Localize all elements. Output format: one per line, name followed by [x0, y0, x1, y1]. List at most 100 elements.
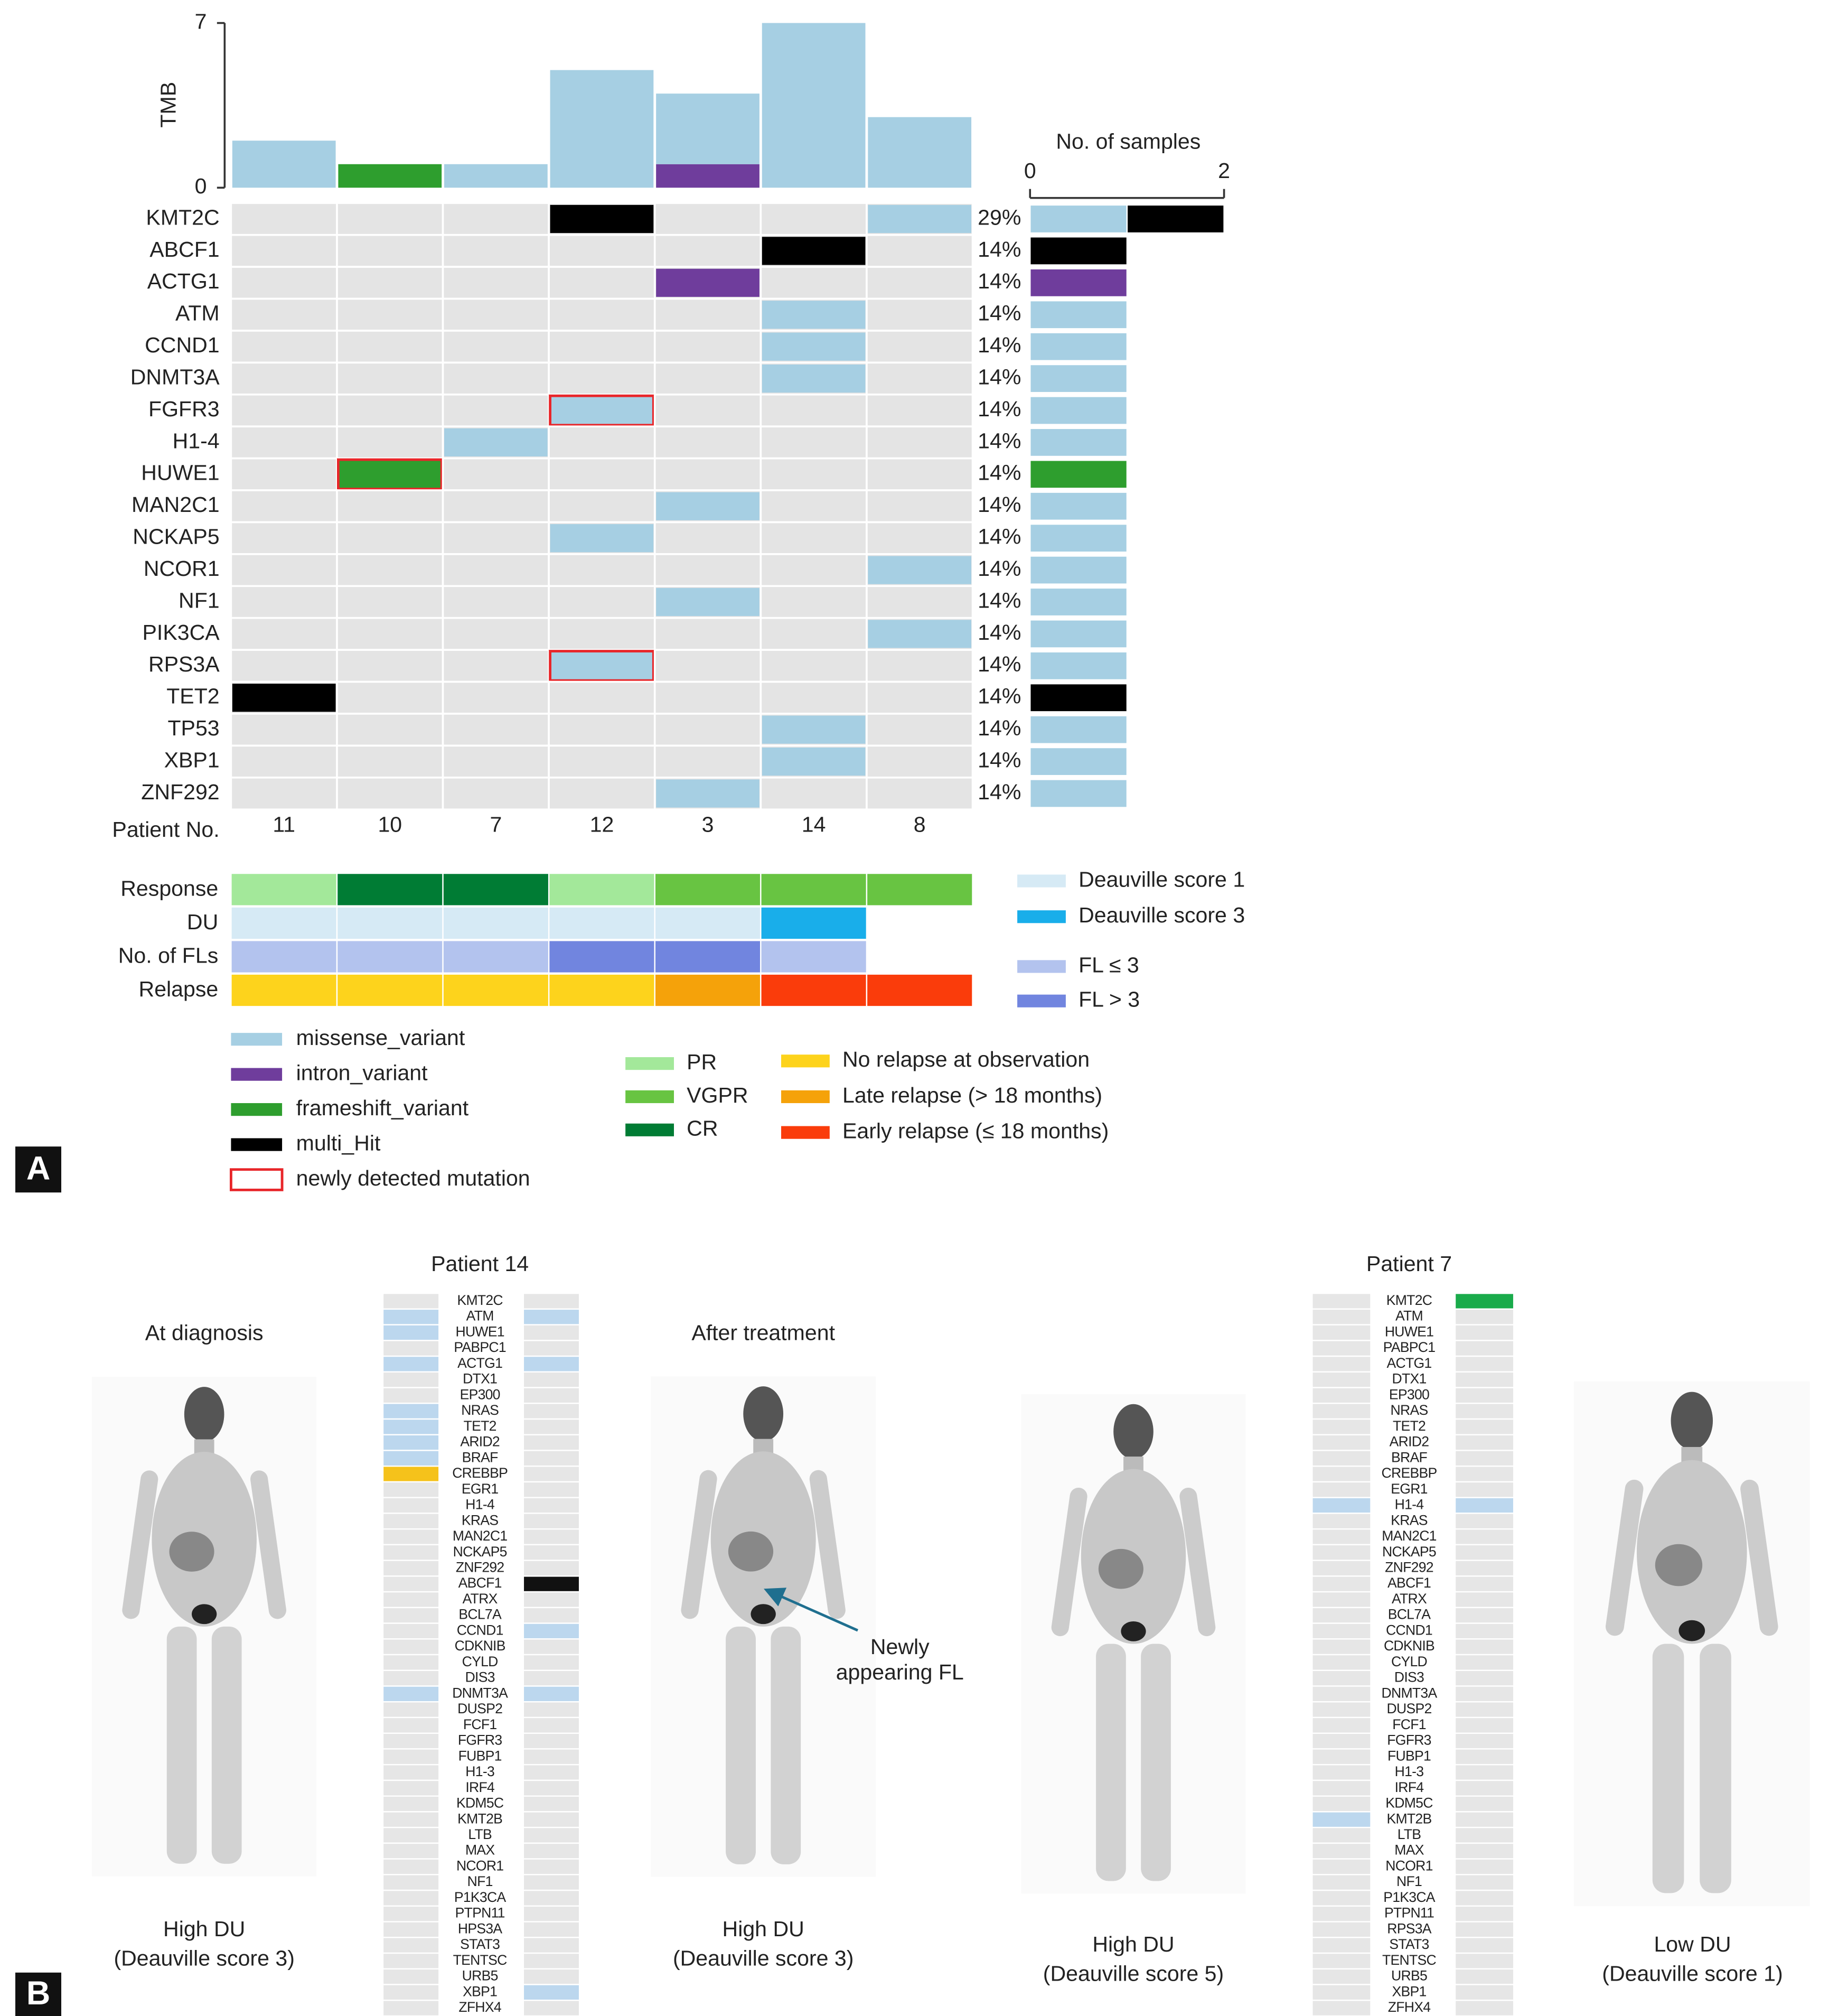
cell: [548, 776, 656, 811]
tmb-bar: [868, 117, 972, 188]
cell: [336, 521, 444, 555]
gene-label: DNMT3A: [130, 365, 220, 389]
mutation-cell: [656, 268, 759, 297]
gene-label: PABPC1: [454, 1339, 506, 1355]
gene-label: ZFHX4: [458, 1999, 501, 2015]
cell: [1311, 1371, 1372, 1388]
mutation-cell: [762, 237, 866, 265]
gene-label: FGFR3: [458, 1732, 502, 1748]
cell: [382, 1513, 440, 1530]
gene-label: MAX: [465, 1842, 495, 1858]
cell: [1454, 1371, 1515, 1388]
legend-label: multi_Hit: [296, 1131, 381, 1155]
cell: [653, 744, 762, 779]
cell: [522, 1811, 580, 1828]
cell: [336, 425, 444, 460]
cell: [1454, 1669, 1515, 1687]
gene-label: CCND1: [145, 333, 220, 357]
mutation-cell: [762, 748, 866, 776]
cell: [1311, 1544, 1372, 1561]
caption-bottom: (Deauville score 3): [673, 1946, 854, 1970]
cell: [548, 489, 656, 524]
cell: [382, 1889, 440, 1907]
cell: [442, 489, 550, 524]
gene-label: CCND1: [457, 1622, 503, 1638]
pet-image: [92, 1377, 317, 1877]
gene-label: ZNF292: [141, 780, 219, 804]
gene-label: ATRX: [463, 1591, 498, 1607]
cell: [522, 1528, 580, 1546]
cell: [522, 1889, 580, 1907]
gene-label: H1-4: [1395, 1497, 1424, 1513]
caption-bottom: High DU: [163, 1917, 245, 1941]
cell: [522, 1481, 580, 1498]
cell: [1454, 1763, 1515, 1781]
cell: [1311, 1795, 1372, 1813]
cell: [866, 297, 974, 332]
cell: [866, 680, 974, 715]
cell: [1311, 1779, 1372, 1797]
cell: [382, 1905, 440, 1922]
cell: [442, 617, 550, 651]
cell: [522, 1858, 580, 1875]
legend-label: newly detected mutation: [296, 1166, 530, 1190]
track-cell: [336, 906, 444, 940]
gene-label: NCOR1: [456, 1858, 503, 1873]
cell: [382, 1638, 440, 1656]
gene-label: PTPN11: [1384, 1905, 1434, 1921]
cell: [1311, 1968, 1372, 1985]
cell: [522, 1622, 580, 1640]
cell: [1311, 1874, 1372, 1891]
mutation-cell: [868, 556, 972, 584]
track-cell: [230, 906, 338, 940]
cell: [230, 297, 338, 332]
legend-swatch: [231, 1103, 283, 1116]
cell: [336, 553, 444, 587]
cell: [382, 1544, 440, 1561]
track-cell: [760, 906, 868, 940]
cell: [336, 649, 444, 683]
cell: [548, 457, 656, 491]
cell: [1311, 1528, 1372, 1546]
mutation-cell: [550, 396, 654, 425]
sample-bar: [1029, 587, 1128, 617]
track-cell: [230, 939, 338, 974]
gene-label: NRAS: [1391, 1402, 1428, 1418]
cell: [382, 1984, 440, 2001]
cell: [522, 1466, 580, 1483]
annotation-arrow: [763, 1588, 858, 1632]
track-cell: [654, 973, 762, 1007]
gene-label: NCOR1: [144, 556, 220, 581]
sample-bar: [1029, 268, 1128, 298]
track-cell: [442, 939, 550, 974]
gene-label: NF1: [179, 588, 220, 612]
cell: [230, 266, 338, 300]
cell: [382, 1685, 440, 1703]
track-cell: [654, 906, 762, 940]
panel-label-box: [15, 1972, 61, 2016]
cell: [1454, 1779, 1515, 1797]
gene-label: EP300: [1389, 1386, 1429, 1402]
gene-label: TET2: [166, 684, 219, 708]
cell: [522, 1355, 580, 1373]
cell: [382, 2000, 440, 2016]
cell: [1311, 1701, 1372, 1719]
cell: [1454, 1622, 1515, 1640]
gene-label: BRAF: [1391, 1449, 1427, 1465]
cell: [866, 521, 974, 555]
cell: [548, 713, 656, 747]
cell: [1454, 1984, 1515, 2001]
patient-label: 14: [802, 812, 826, 836]
mutation-cell: [444, 428, 548, 456]
cell: [759, 425, 868, 460]
gene-label: STAT3: [460, 1936, 500, 1952]
cell: [522, 1434, 580, 1451]
mutation-cell: [232, 684, 336, 712]
cell: [382, 1481, 440, 1498]
cell: [759, 617, 868, 651]
track-cell: [866, 973, 973, 1007]
sample-bar: [1029, 300, 1128, 330]
patient-label: 11: [273, 812, 295, 836]
cell: [442, 234, 550, 268]
x-tick-label: 2: [1218, 158, 1230, 183]
